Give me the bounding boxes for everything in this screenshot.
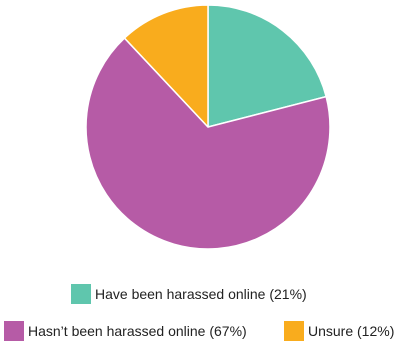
- legend-item-unsure: Unsure (12%): [284, 321, 394, 341]
- legend-label-not-harassed: Hasn’t been harassed online (67%): [28, 323, 247, 339]
- pie-chart: [85, 4, 331, 250]
- pie-slice-unsure: [123, 4, 209, 128]
- legend-label-unsure: Unsure (12%): [308, 323, 395, 339]
- legend-label-harassed: Have been harassed online (21%): [95, 286, 307, 302]
- legend-swatch-unsure: [284, 321, 304, 341]
- pie-slice-harassed: [207, 4, 327, 128]
- pie-slice-not-harassed: [85, 37, 331, 250]
- legend-item-harassed: Have been harassed online (21%): [71, 284, 307, 304]
- legend-swatch-not-harassed: [4, 321, 24, 341]
- legend-swatch-harassed: [71, 284, 91, 304]
- legend-item-not-harassed: Hasn’t been harassed online (67%): [4, 321, 247, 341]
